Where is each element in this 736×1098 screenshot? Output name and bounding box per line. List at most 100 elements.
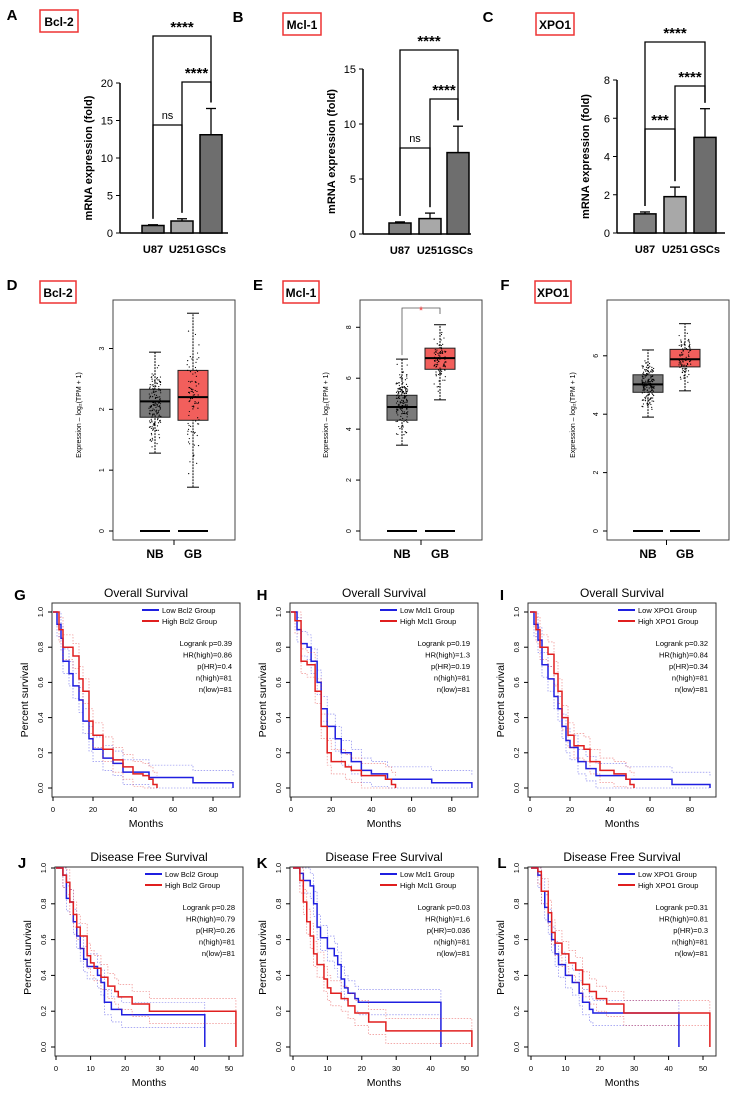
- panel-letter: K: [257, 855, 268, 872]
- survival-curve: [291, 611, 397, 788]
- data-point: [681, 354, 683, 356]
- y-axis-label: Percent survival: [22, 920, 34, 995]
- x-tick-label: GB: [676, 547, 694, 561]
- data-point: [439, 355, 441, 357]
- x-tick-label: 60: [646, 805, 654, 814]
- data-point: [187, 360, 189, 362]
- data-point: [651, 385, 653, 387]
- data-point: [155, 385, 157, 387]
- y-tick-label: 15: [344, 64, 356, 76]
- significance-label: ****: [170, 19, 194, 36]
- data-point: [685, 370, 687, 372]
- data-point: [651, 366, 653, 368]
- data-point: [197, 444, 200, 447]
- chart-title: Overall Survival: [580, 586, 664, 600]
- data-point: [648, 391, 650, 393]
- data-point: [406, 391, 408, 393]
- data-point: [649, 372, 651, 374]
- data-point: [405, 401, 407, 403]
- data-point: [681, 358, 683, 360]
- data-point: [406, 404, 408, 406]
- data-point: [191, 405, 193, 407]
- data-point: [404, 387, 406, 389]
- panel-letter: L: [497, 855, 506, 872]
- data-point: [151, 392, 153, 394]
- stat-text: p(HR)=0.19: [431, 662, 470, 671]
- data-point: [439, 372, 441, 374]
- data-point: [401, 401, 403, 404]
- data-point: [438, 370, 440, 372]
- data-point: [194, 402, 196, 405]
- y-axis-label: Percent survival: [257, 920, 269, 995]
- data-point: [186, 364, 188, 366]
- data-point: [402, 402, 404, 404]
- confidence-band: [530, 611, 634, 789]
- y-tick-label: 2: [346, 478, 353, 482]
- data-point: [443, 357, 445, 359]
- data-point: [190, 397, 192, 399]
- data-point: [148, 397, 151, 399]
- data-point: [397, 391, 400, 394]
- data-point: [653, 385, 655, 388]
- data-point: [196, 434, 198, 437]
- data-point: [151, 409, 154, 412]
- x-tick-label: GB: [184, 547, 202, 561]
- data-point: [190, 388, 193, 390]
- x-tick-label: NB: [146, 547, 164, 561]
- y-tick-label: 0.0: [512, 1042, 521, 1052]
- legend-entry: Low Bcl2 Group: [165, 870, 218, 879]
- x-tick-label: 80: [209, 805, 217, 814]
- data-point: [396, 420, 399, 422]
- data-point: [151, 420, 153, 422]
- data-point: [686, 363, 689, 365]
- data-point: [652, 393, 654, 396]
- data-point: [689, 350, 691, 352]
- data-point: [687, 381, 689, 383]
- data-point: [683, 358, 685, 361]
- data-point: [444, 369, 446, 371]
- data-point: [151, 425, 153, 428]
- data-point: [156, 405, 158, 407]
- y-tick-label: 1.0: [274, 863, 283, 873]
- data-point: [157, 429, 159, 431]
- panel-letter: F: [500, 277, 509, 294]
- data-point: [397, 396, 400, 398]
- data-point: [406, 406, 408, 408]
- data-point: [651, 392, 653, 394]
- data-point: [406, 387, 408, 390]
- data-point: [150, 440, 153, 442]
- legend-entry: High Mcl1 Group: [400, 617, 456, 626]
- data-point: [443, 363, 445, 366]
- data-point: [645, 383, 647, 386]
- data-point: [444, 365, 446, 367]
- data-point: [641, 379, 643, 381]
- data-point: [404, 413, 406, 415]
- data-point: [156, 419, 159, 421]
- significance-label: ***: [651, 112, 669, 129]
- data-point: [197, 417, 199, 419]
- y-tick-label: 5: [350, 174, 356, 186]
- data-point: [405, 388, 407, 391]
- data-point: [397, 433, 399, 436]
- data-point: [152, 427, 154, 429]
- data-point: [437, 373, 440, 376]
- data-point: [402, 424, 404, 426]
- data-point: [646, 370, 649, 372]
- y-tick-label: 0: [604, 228, 610, 240]
- data-point: [440, 352, 442, 355]
- data-point: [651, 389, 653, 391]
- data-point: [649, 365, 651, 367]
- data-point: [395, 406, 397, 409]
- data-point: [649, 380, 651, 383]
- data-point: [396, 363, 398, 365]
- confidence-band: [56, 867, 206, 1035]
- data-point: [195, 385, 197, 387]
- data-point: [401, 378, 404, 380]
- stat-text: p(HR)=0.26: [196, 926, 235, 935]
- data-point: [148, 407, 150, 409]
- data-point: [647, 398, 649, 400]
- data-point: [643, 373, 645, 375]
- y-tick-label: 0.2: [39, 1006, 48, 1016]
- survival-curve: [531, 867, 711, 1047]
- data-point: [642, 385, 644, 387]
